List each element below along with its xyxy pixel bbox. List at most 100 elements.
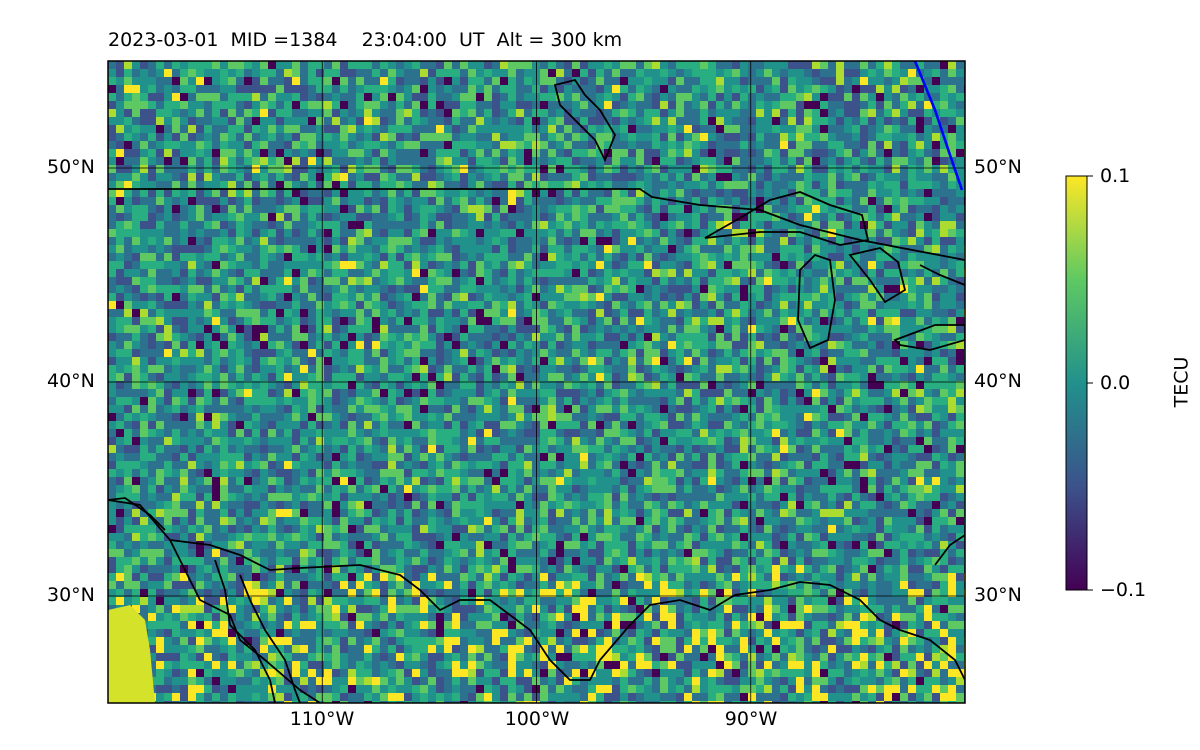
tec-cell xyxy=(148,261,156,269)
tec-cell xyxy=(532,125,540,133)
tec-cell xyxy=(492,349,500,357)
tec-cell xyxy=(196,309,204,317)
tec-cell xyxy=(644,101,652,109)
tec-cell xyxy=(244,61,252,69)
tec-cell xyxy=(164,397,172,405)
tec-cell xyxy=(356,173,364,181)
tec-cell xyxy=(468,197,476,205)
tec-cell xyxy=(164,373,172,381)
tec-cell xyxy=(596,237,604,245)
tec-cell xyxy=(708,101,716,109)
tec-cell xyxy=(308,245,316,253)
tec-cell xyxy=(596,205,604,213)
tec-cell xyxy=(620,149,628,157)
tec-cell xyxy=(380,277,388,285)
tec-cell xyxy=(956,365,964,373)
tec-cell xyxy=(412,101,420,109)
tec-cell xyxy=(348,125,356,133)
tec-cell xyxy=(300,157,308,165)
tec-cell xyxy=(396,221,404,229)
tec-cell xyxy=(364,85,372,93)
tec-cell xyxy=(132,349,140,357)
tec-cell xyxy=(828,341,836,349)
tec-cell xyxy=(580,301,588,309)
tec-cell xyxy=(900,277,908,285)
tec-cell xyxy=(652,317,660,325)
tec-cell xyxy=(900,237,908,245)
tec-cell xyxy=(420,85,428,93)
tec-cell xyxy=(644,245,652,253)
tec-cell xyxy=(636,349,644,357)
tec-cell xyxy=(452,285,460,293)
tec-cell xyxy=(236,229,244,237)
tec-cell xyxy=(212,421,220,429)
tec-cell xyxy=(604,333,612,341)
tec-cell xyxy=(348,269,356,277)
tec-cell xyxy=(468,205,476,213)
tec-cell xyxy=(116,397,124,405)
tec-cell xyxy=(948,85,956,93)
tec-cell xyxy=(732,309,740,317)
tec-cell xyxy=(348,221,356,229)
tec-cell xyxy=(588,261,596,269)
tec-cell xyxy=(876,405,884,413)
tec-cell xyxy=(444,197,452,205)
tec-cell xyxy=(540,293,548,301)
tec-cell xyxy=(732,213,740,221)
tec-cell xyxy=(228,373,236,381)
tec-cell xyxy=(604,381,612,389)
tec-cell xyxy=(908,165,916,173)
tec-cell xyxy=(420,373,428,381)
tec-cell xyxy=(228,413,236,421)
tec-cell xyxy=(916,117,924,125)
tec-cell xyxy=(668,341,676,349)
tec-cell xyxy=(924,325,932,333)
tec-cell xyxy=(516,181,524,189)
tec-cell xyxy=(836,405,844,413)
tec-cell xyxy=(780,381,788,389)
tec-cell xyxy=(220,237,228,245)
tec-cell xyxy=(932,101,940,109)
tec-cell xyxy=(692,269,700,277)
tec-cell xyxy=(132,77,140,85)
tec-cell xyxy=(340,141,348,149)
tec-cell xyxy=(196,301,204,309)
tec-cell xyxy=(924,285,932,293)
tec-cell xyxy=(684,205,692,213)
tec-cell xyxy=(948,221,956,229)
tec-cell xyxy=(260,405,268,413)
tec-cell xyxy=(268,125,276,133)
tec-cell xyxy=(772,181,780,189)
tec-cell xyxy=(844,173,852,181)
tec-cell xyxy=(132,69,140,77)
tec-cell xyxy=(116,85,124,93)
tec-cell xyxy=(244,261,252,269)
tec-cell xyxy=(740,373,748,381)
tec-cell xyxy=(276,189,284,197)
tec-cell xyxy=(756,269,764,277)
tec-cell xyxy=(244,69,252,77)
tec-cell xyxy=(588,317,596,325)
tec-cell xyxy=(500,221,508,229)
tec-cell xyxy=(508,157,516,165)
tec-cell xyxy=(852,101,860,109)
tec-cell xyxy=(924,157,932,165)
tec-cell xyxy=(668,421,676,429)
tec-cell xyxy=(452,301,460,309)
tec-cell xyxy=(380,325,388,333)
tec-cell xyxy=(404,205,412,213)
tec-cell xyxy=(612,413,620,421)
tec-cell xyxy=(324,117,332,125)
tec-cell xyxy=(396,117,404,125)
tec-cell xyxy=(700,101,708,109)
tec-cell xyxy=(924,413,932,421)
tec-cell xyxy=(676,213,684,221)
tec-cell xyxy=(892,365,900,373)
tec-cell xyxy=(580,149,588,157)
tec-cell xyxy=(492,373,500,381)
tec-cell xyxy=(956,197,964,205)
tec-cell xyxy=(332,109,340,117)
tec-cell xyxy=(116,277,124,285)
tec-cell xyxy=(652,125,660,133)
tec-cell xyxy=(892,357,900,365)
